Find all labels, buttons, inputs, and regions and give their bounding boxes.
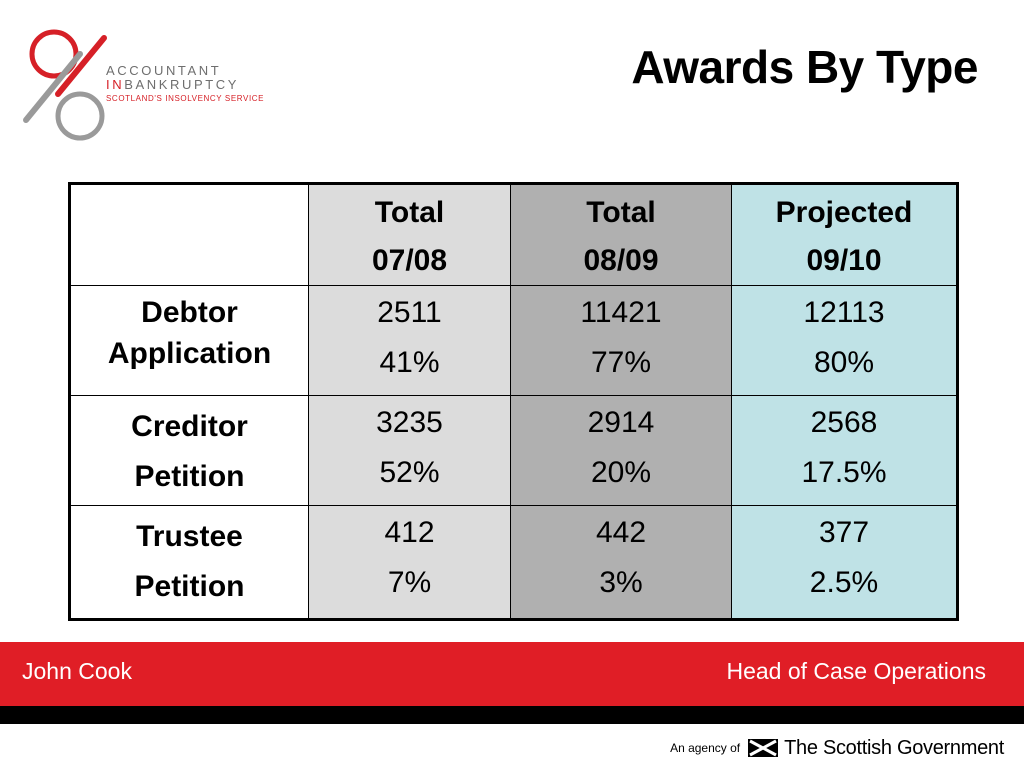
agency-prefix: An agency of bbox=[670, 741, 741, 755]
header-period: 09/10 bbox=[806, 244, 882, 277]
cell-count: 2511 bbox=[377, 296, 442, 329]
row-label: Debtor Application bbox=[69, 285, 309, 396]
cell-count: 3235 bbox=[376, 406, 443, 439]
table-cell: 412 7% bbox=[308, 505, 511, 620]
table-cell: 11421 77% bbox=[510, 285, 732, 396]
row-label-line: Debtor bbox=[141, 296, 238, 329]
table-cell: 12113 80% bbox=[731, 285, 958, 396]
header-label: Projected bbox=[775, 196, 913, 229]
row-label-line: Creditor bbox=[131, 410, 248, 443]
cell-count: 442 bbox=[595, 516, 647, 549]
row-label: Creditor Petition bbox=[69, 395, 309, 506]
cell-count: 11421 bbox=[580, 296, 662, 329]
aib-logo-text: ACCOUNTANT INBANKRUPTCY SCOTLAND'S INSOL… bbox=[106, 64, 264, 105]
footer-red-bar: John Cook Head of Case Operations bbox=[0, 642, 1024, 706]
row-label-line: Petition bbox=[134, 460, 245, 493]
row-label: Trustee Petition bbox=[69, 505, 309, 620]
aib-logo-mark bbox=[23, 29, 107, 141]
table-cell: 2511 41% bbox=[308, 285, 511, 396]
table-header-row: Total 07/08 Total 08/09 Projected 09/10 bbox=[69, 183, 958, 286]
logo-bankruptcy: BANKRUPTCY bbox=[124, 77, 240, 92]
cell-percent: 20% bbox=[590, 456, 652, 489]
cell-percent: 2.5% bbox=[809, 566, 879, 599]
header-period: 07/08 bbox=[371, 244, 448, 277]
table-row-debtor-application: Debtor Application 2511 41% 11421 77% 12… bbox=[69, 285, 958, 396]
logo-line-accountant: ACCOUNTANT bbox=[106, 63, 222, 78]
cell-count: 2914 bbox=[587, 406, 655, 439]
header-projected-0910: Projected 09/10 bbox=[731, 183, 958, 286]
table-cell: 377 2.5% bbox=[731, 505, 958, 620]
awards-table: Total 07/08 Total 08/09 Projected 09/10 … bbox=[68, 182, 959, 621]
header-label: Total bbox=[586, 196, 656, 229]
slide-title: Awards By Type bbox=[631, 41, 978, 93]
header-label: Total bbox=[374, 196, 445, 229]
cell-percent: 7% bbox=[387, 566, 432, 599]
row-label-line: Petition bbox=[134, 570, 245, 603]
table-cell: 3235 52% bbox=[308, 395, 511, 506]
cell-percent: 3% bbox=[599, 566, 643, 599]
aib-logo: ACCOUNTANT INBANKRUPTCY SCOTLAND'S INSOL… bbox=[18, 28, 278, 148]
presenter-role: Head of Case Operations bbox=[726, 658, 986, 684]
cell-percent: 52% bbox=[379, 456, 440, 489]
saltire-flag-icon bbox=[748, 739, 779, 757]
header-total-0708: Total 07/08 bbox=[308, 183, 511, 286]
row-label-line: Application bbox=[107, 337, 272, 370]
logo-tagline: SCOTLAND'S INSOLVENCY SERVICE bbox=[106, 94, 265, 103]
agency-name: The Scottish Government bbox=[784, 736, 1004, 759]
cell-count: 377 bbox=[818, 516, 870, 549]
cell-count: 412 bbox=[384, 516, 435, 549]
table-cell: 2914 20% bbox=[510, 395, 732, 506]
cell-count: 2568 bbox=[810, 406, 878, 439]
cell-percent: 80% bbox=[813, 346, 875, 379]
table-row-trustee-petition: Trustee Petition 412 7% 442 3% 377 2.5% bbox=[69, 505, 958, 620]
cell-percent: 41% bbox=[379, 346, 440, 379]
cell-count: 12113 bbox=[803, 296, 885, 329]
presenter-name: John Cook bbox=[22, 658, 132, 684]
header-blank-cell bbox=[69, 183, 309, 286]
cell-percent: 77% bbox=[590, 346, 652, 379]
row-label-line: Trustee bbox=[136, 520, 243, 553]
footer-black-bar bbox=[0, 706, 1024, 724]
cell-percent: 17.5% bbox=[801, 456, 887, 489]
logo-in-prefix: IN bbox=[106, 77, 125, 92]
table-cell: 442 3% bbox=[510, 505, 732, 620]
header-period: 08/09 bbox=[583, 244, 659, 277]
agency-credit: An agency of The Scottish Government bbox=[670, 736, 1004, 760]
table-row-creditor-petition: Creditor Petition 3235 52% 2914 20% 2568… bbox=[69, 395, 958, 506]
header-total-0809: Total 08/09 bbox=[510, 183, 732, 286]
logo-line-inbankruptcy: INBANKRUPTCY bbox=[106, 78, 264, 92]
table-cell: 2568 17.5% bbox=[731, 395, 958, 506]
